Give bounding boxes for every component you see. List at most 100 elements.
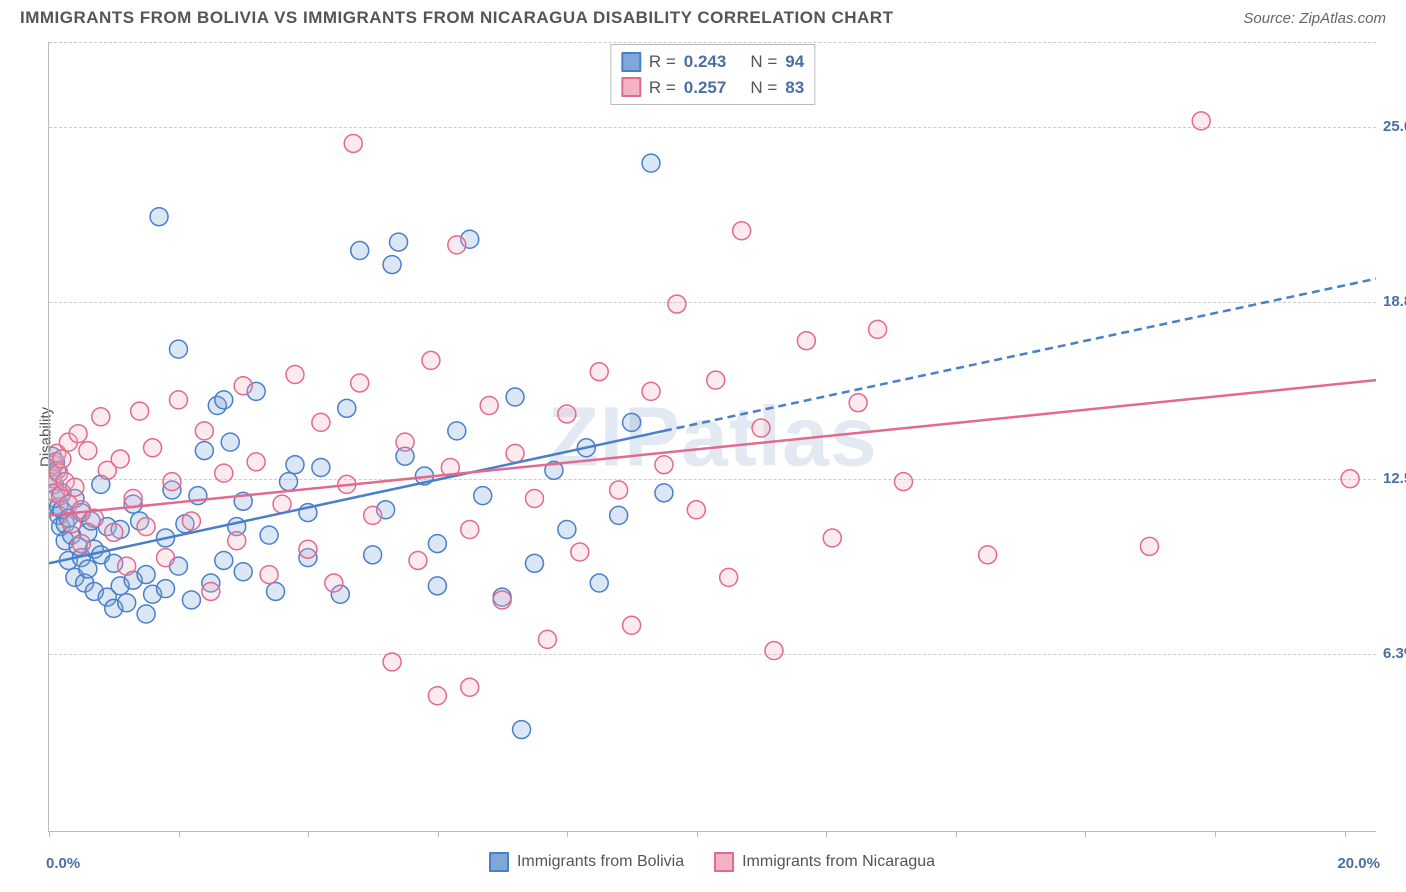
- data-point-nicaragua: [169, 391, 187, 409]
- data-point-bolivia: [390, 233, 408, 251]
- data-point-nicaragua: [422, 351, 440, 369]
- data-point-nicaragua: [797, 332, 815, 350]
- data-point-nicaragua: [202, 582, 220, 600]
- x-tick: [308, 831, 309, 837]
- data-point-bolivia: [215, 391, 233, 409]
- data-point-bolivia: [182, 591, 200, 609]
- x-tick: [826, 831, 827, 837]
- trend-line-nicaragua: [49, 380, 1376, 515]
- data-point-bolivia: [137, 566, 155, 584]
- data-point-bolivia: [157, 580, 175, 598]
- legend-r-label-2: R =: [649, 75, 676, 101]
- data-point-nicaragua: [558, 405, 576, 423]
- legend-item-nicaragua: Immigrants from Nicaragua: [714, 852, 935, 872]
- data-point-bolivia: [221, 433, 239, 451]
- chart-container: IMMIGRANTS FROM BOLIVIA VS IMMIGRANTS FR…: [0, 0, 1406, 892]
- data-point-nicaragua: [525, 490, 543, 508]
- data-point-nicaragua: [72, 535, 90, 553]
- x-tick: [1215, 831, 1216, 837]
- data-point-nicaragua: [1341, 470, 1359, 488]
- y-tick-label: 25.0%: [1383, 118, 1406, 135]
- legend-label-nicaragua: Immigrants from Nicaragua: [742, 853, 935, 871]
- data-point-nicaragua: [428, 687, 446, 705]
- data-point-bolivia: [428, 577, 446, 595]
- data-point-nicaragua: [894, 473, 912, 491]
- data-point-nicaragua: [642, 382, 660, 400]
- x-tick: [956, 831, 957, 837]
- data-point-bolivia: [428, 535, 446, 553]
- data-point-nicaragua: [383, 653, 401, 671]
- data-point-nicaragua: [215, 464, 233, 482]
- data-point-bolivia: [525, 554, 543, 572]
- data-point-bolivia: [590, 574, 608, 592]
- data-point-nicaragua: [131, 402, 149, 420]
- x-tick: [567, 831, 568, 837]
- data-point-bolivia: [260, 526, 278, 544]
- data-point-bolivia: [280, 473, 298, 491]
- chart-svg: [49, 42, 1376, 831]
- legend-n-bolivia: 94: [785, 49, 804, 75]
- data-point-bolivia: [513, 721, 531, 739]
- data-point-bolivia: [286, 456, 304, 474]
- data-point-nicaragua: [720, 568, 738, 586]
- swatch-nicaragua-icon: [621, 77, 641, 97]
- y-tick-label: 6.3%: [1383, 645, 1406, 662]
- data-point-bolivia: [610, 506, 628, 524]
- data-point-bolivia: [312, 459, 330, 477]
- data-point-bolivia: [506, 388, 524, 406]
- x-tick: [1345, 831, 1346, 837]
- x-tick: [49, 831, 50, 837]
- chart-title: IMMIGRANTS FROM BOLIVIA VS IMMIGRANTS FR…: [20, 8, 893, 28]
- data-point-nicaragua: [325, 574, 343, 592]
- x-tick: [1085, 831, 1086, 837]
- data-point-nicaragua: [137, 518, 155, 536]
- data-point-nicaragua: [396, 433, 414, 451]
- data-point-bolivia: [623, 413, 641, 431]
- data-point-nicaragua: [195, 422, 213, 440]
- data-point-nicaragua: [571, 543, 589, 561]
- data-point-bolivia: [118, 594, 136, 612]
- y-tick-label: 18.8%: [1383, 293, 1406, 310]
- data-point-nicaragua: [66, 478, 84, 496]
- legend-correlation: R = 0.243 N = 94 R = 0.257 N = 83: [610, 44, 815, 105]
- y-tick-label: 12.5%: [1383, 470, 1406, 487]
- data-point-nicaragua: [344, 134, 362, 152]
- trend-line-ext-bolivia: [664, 279, 1376, 431]
- data-point-nicaragua: [312, 413, 330, 431]
- data-point-nicaragua: [1192, 112, 1210, 130]
- data-point-nicaragua: [144, 439, 162, 457]
- data-point-nicaragua: [668, 295, 686, 313]
- data-point-bolivia: [215, 551, 233, 569]
- header: IMMIGRANTS FROM BOLIVIA VS IMMIGRANTS FR…: [0, 0, 1406, 32]
- data-point-nicaragua: [610, 481, 628, 499]
- data-point-bolivia: [267, 582, 285, 600]
- data-point-nicaragua: [506, 444, 524, 462]
- source-attribution: Source: ZipAtlas.com: [1243, 10, 1386, 27]
- data-point-bolivia: [234, 563, 252, 581]
- swatch-bolivia-icon: [621, 52, 641, 72]
- data-point-nicaragua: [687, 501, 705, 519]
- data-point-bolivia: [338, 399, 356, 417]
- data-point-nicaragua: [493, 591, 511, 609]
- data-point-nicaragua: [53, 450, 71, 468]
- data-point-nicaragua: [79, 442, 97, 460]
- data-point-nicaragua: [157, 549, 175, 567]
- data-point-nicaragua: [234, 377, 252, 395]
- data-point-nicaragua: [105, 523, 123, 541]
- data-point-bolivia: [351, 242, 369, 260]
- legend-n-label: N =: [750, 49, 777, 75]
- data-point-nicaragua: [286, 366, 304, 384]
- data-point-nicaragua: [752, 419, 770, 437]
- data-point-bolivia: [364, 546, 382, 564]
- legend-row-bolivia: R = 0.243 N = 94: [621, 49, 804, 75]
- data-point-bolivia: [474, 487, 492, 505]
- data-point-bolivia: [169, 340, 187, 358]
- x-tick: [179, 831, 180, 837]
- data-point-bolivia: [137, 605, 155, 623]
- data-point-bolivia: [383, 256, 401, 274]
- data-point-bolivia: [642, 154, 660, 172]
- data-point-nicaragua: [409, 551, 427, 569]
- data-point-nicaragua: [118, 557, 136, 575]
- data-point-nicaragua: [869, 320, 887, 338]
- data-point-nicaragua: [163, 473, 181, 491]
